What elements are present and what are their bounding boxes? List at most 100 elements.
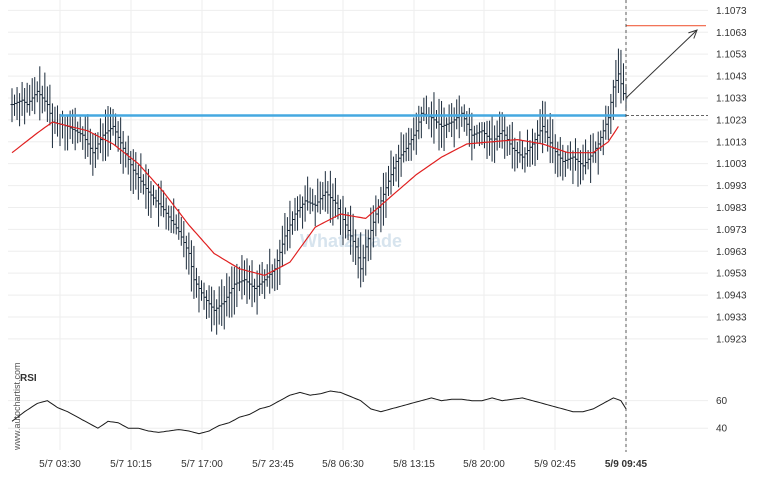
candle: [200, 280, 204, 301]
price-tick-label: 1.0973: [716, 225, 747, 236]
candle: [202, 282, 206, 310]
candle: [303, 185, 307, 222]
candle: [503, 115, 507, 159]
candle: [101, 123, 105, 162]
candle: [333, 177, 337, 218]
candle: [525, 129, 529, 167]
moving-average-line: [11, 121, 619, 277]
time-tick-label: 5/8 13:15: [393, 459, 435, 470]
candle: [235, 263, 239, 308]
candle: [28, 84, 32, 116]
candle: [194, 267, 198, 298]
candle: [151, 185, 155, 206]
time-tick-label: 5/7 10:15: [110, 459, 152, 470]
candle: [445, 117, 449, 139]
candle: [475, 124, 479, 144]
candle: [240, 255, 244, 300]
candle: [596, 131, 600, 175]
candle: [318, 181, 322, 215]
candle: [23, 87, 27, 125]
candle: [389, 150, 393, 195]
candle: [43, 72, 47, 112]
candle: [298, 194, 302, 218]
candle: [285, 217, 289, 251]
candle: [230, 266, 234, 318]
candle: [498, 111, 502, 148]
candle: [10, 88, 14, 123]
candle: [505, 126, 509, 156]
candle: [515, 141, 519, 169]
candle: [432, 92, 436, 144]
price-tick-label: 1.0963: [716, 247, 747, 258]
candle: [134, 152, 138, 190]
candle: [621, 63, 625, 101]
grid: [8, 0, 708, 450]
rsi-axis: 60 40: [716, 396, 728, 435]
candle: [265, 264, 269, 287]
candle: [20, 81, 24, 116]
rsi-tick-label: 40: [716, 424, 728, 435]
candle: [528, 140, 532, 167]
candle: [83, 115, 87, 159]
candle: [63, 116, 67, 151]
candle: [566, 145, 570, 169]
candle: [40, 85, 44, 114]
candle: [306, 176, 310, 211]
candle: [543, 101, 547, 143]
price-tick-label: 1.1073: [716, 6, 747, 17]
candle: [394, 153, 398, 182]
candle: [278, 239, 282, 286]
candle: [440, 100, 444, 148]
time-tick-label: 5/7 23:45: [252, 459, 294, 470]
candle: [197, 276, 201, 313]
candle: [483, 122, 487, 149]
candle: [273, 258, 277, 292]
candle: [568, 141, 572, 171]
rsi-tick-label: 60: [716, 396, 728, 407]
candle: [609, 93, 613, 135]
candle: [227, 276, 231, 318]
price-tick-label: 1.1023: [716, 115, 747, 126]
candle: [409, 128, 413, 161]
price-axis: 1.1073 1.1063 1.1053 1.1043 1.1033 1.1023 1.10…: [716, 6, 747, 345]
candle: [563, 152, 567, 177]
candle: [55, 105, 59, 137]
candle: [58, 113, 62, 147]
candle: [301, 196, 305, 229]
candle: [232, 266, 236, 315]
price-tick-label: 1.0953: [716, 269, 747, 280]
candle: [397, 144, 401, 188]
candle: [536, 120, 540, 160]
candle: [15, 87, 19, 120]
candle: [558, 137, 562, 177]
candle: [381, 172, 385, 226]
candle: [584, 139, 588, 175]
candle: [308, 187, 312, 215]
candle: [93, 132, 97, 168]
candle: [485, 120, 489, 159]
candle: [141, 174, 145, 195]
rsi-label: RSI: [20, 373, 37, 384]
candle: [210, 286, 214, 332]
candle: [296, 196, 300, 231]
candle: [462, 104, 466, 132]
candle: [157, 183, 161, 227]
candle: [220, 279, 224, 326]
candle: [619, 49, 623, 104]
candle: [556, 141, 560, 178]
candle: [242, 260, 246, 296]
candle: [174, 214, 178, 235]
candle: [149, 181, 153, 218]
candle: [263, 269, 267, 299]
candle: [447, 104, 451, 133]
candle: [253, 278, 257, 303]
candle: [548, 112, 552, 164]
candle: [283, 213, 287, 255]
candle: [422, 97, 426, 122]
candle: [182, 221, 186, 258]
price-tick-label: 1.1053: [716, 50, 747, 61]
candle: [581, 144, 585, 181]
candle: [245, 258, 249, 304]
